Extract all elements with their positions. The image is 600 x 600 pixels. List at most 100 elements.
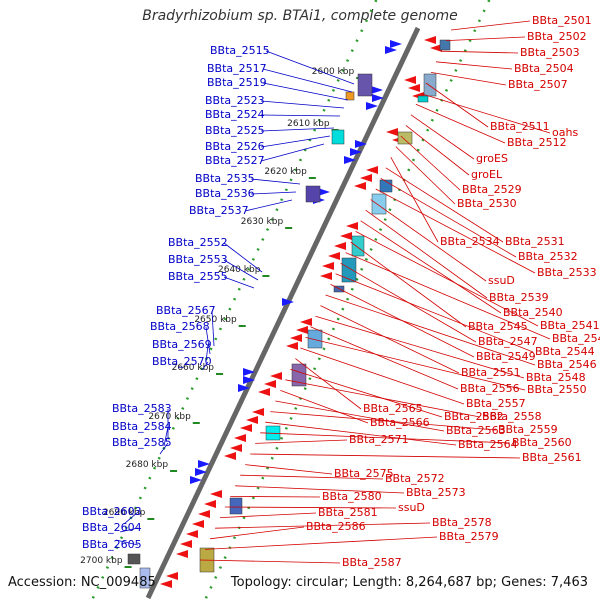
kbp-tick-label: 2690 kbp — [103, 508, 146, 518]
right-gene-label: BBta_2575 — [334, 467, 394, 480]
right-gene-label: BBta_2512 — [507, 136, 567, 149]
kbp-tick-label: 2610 kbp — [287, 119, 330, 129]
gene-arrow-reverse — [270, 372, 282, 380]
left-gene-connector — [201, 361, 209, 371]
right-gene-connector — [270, 411, 497, 431]
gene-arrow-forward — [198, 460, 210, 468]
right-gene-connector — [255, 439, 348, 444]
left-gene-label: BBta_2604 — [82, 521, 142, 534]
left-gene-label: BBta_2552 — [168, 236, 228, 249]
right-gene-connector — [260, 432, 511, 444]
kbp-tick-label: 2640 kbp — [218, 265, 261, 275]
gene-arrow-reverse — [404, 76, 416, 84]
right-gene-label: ssuD — [488, 274, 515, 287]
gene-arrow-forward — [390, 40, 402, 48]
right-gene-connector — [204, 536, 438, 550]
gene-arrow-reverse — [360, 174, 372, 182]
right-gene-connector — [310, 326, 459, 390]
left-gene-connector — [260, 100, 345, 109]
right-gene-label: BBta_2586 — [306, 520, 366, 533]
left-dotted-track — [90, 0, 378, 600]
gene-arrow-forward — [282, 298, 294, 306]
gene-feature-block — [127, 553, 141, 565]
gene-arrow-forward — [344, 156, 356, 164]
right-gene-connector — [240, 474, 384, 480]
right-gene-label: BBta_2501 — [532, 14, 592, 27]
gene-arrow-reverse — [334, 242, 346, 250]
right-gene-label: BBta_2507 — [508, 78, 568, 91]
kbp-tick-label: 2670 kbp — [148, 412, 191, 422]
gene-arrow-reverse — [246, 416, 258, 424]
right-gene-connector — [290, 368, 443, 418]
gene-arrow-reverse — [322, 262, 334, 270]
right-gene-label: BBta_2572 — [385, 472, 445, 485]
gene-arrow-forward — [371, 86, 383, 94]
right-gene-connector — [335, 273, 534, 353]
right-gene-label: BBta_2539 — [489, 291, 549, 304]
gene-arrow-reverse — [230, 444, 242, 452]
gene-arrow-reverse — [346, 222, 358, 230]
gene-arrow-forward — [366, 102, 378, 110]
right-gene-label: BBta_2565 — [363, 402, 423, 415]
right-gene-label: BBta_2556 — [460, 382, 520, 395]
right-gene-connector — [320, 305, 460, 374]
right-gene-label: BBta_2541 — [540, 319, 600, 332]
right-gene-connector — [285, 379, 481, 418]
right-gene-label: BBta_2557 — [466, 397, 526, 410]
right-gene-label: groEL — [471, 168, 503, 181]
right-gene-connector — [230, 496, 321, 498]
right-gene-connector — [415, 103, 506, 144]
left-gene-label: BBta_2603 — [82, 505, 142, 518]
right-gene-connector — [375, 188, 536, 274]
right-gene-label: BBta_2532 — [518, 250, 578, 263]
gene-arrow-reverse — [354, 182, 366, 190]
left-gene-connector — [260, 127, 335, 132]
right-gene-connector — [280, 390, 369, 424]
gene-arrow-reverse — [252, 408, 264, 416]
gene-feature-block — [341, 257, 357, 283]
left-gene-label: BBta_2585 — [112, 436, 172, 449]
right-gene-connector — [295, 358, 362, 410]
left-gene-connector — [262, 68, 353, 93]
gene-feature-block — [305, 185, 321, 203]
left-gene-connector — [115, 539, 139, 546]
right-gene-connector — [355, 231, 539, 327]
right-gene-connector — [300, 347, 465, 405]
right-gene-label: BBta_2561 — [522, 451, 582, 464]
left-gene-label: BBta_2517 — [207, 62, 267, 75]
left-gene-label: BBta_2570 — [152, 355, 212, 368]
gene-arrow-reverse — [224, 452, 236, 460]
left-gene-label: BBta_2524 — [205, 108, 265, 121]
right-gene-connector — [410, 114, 475, 160]
gene-arrow-forward — [238, 384, 250, 392]
left-gene-label: BBta_2568 — [150, 320, 210, 333]
right-gene-connector — [345, 252, 551, 340]
right-gene-connector — [365, 209, 488, 299]
right-gene-connector — [350, 241, 467, 328]
gene-feature-block — [423, 73, 437, 97]
kbp-tick-label: 2650 kbp — [194, 315, 237, 325]
gene-arrow-reverse — [340, 232, 352, 240]
gene-feature-block — [371, 193, 387, 215]
right-gene-label: BBta_2503 — [520, 46, 580, 59]
right-gene-label: BBta_2549 — [476, 350, 536, 363]
right-gene-connector — [380, 178, 517, 258]
right-gene-connector — [275, 400, 445, 432]
gene-feature-block — [357, 73, 373, 97]
left-gene-connector — [260, 135, 331, 148]
left-gene-connector — [223, 259, 259, 281]
gene-feature-block — [417, 95, 429, 103]
left-gene-connector — [205, 344, 209, 363]
left-gene-connector — [262, 82, 349, 101]
gene-arrow-reverse — [286, 342, 298, 350]
right-gene-connector — [405, 125, 470, 176]
left-gene-connector — [223, 276, 255, 289]
right-gene-connector — [265, 421, 457, 446]
right-gene-connector — [325, 294, 536, 366]
gene-arrow-reverse — [264, 380, 276, 388]
right-gene-label: BBta_2548 — [526, 371, 586, 384]
gene-arrow-forward — [372, 94, 384, 102]
right-gene-connector — [225, 506, 397, 509]
right-gene-label: BBta_2581 — [318, 506, 378, 519]
